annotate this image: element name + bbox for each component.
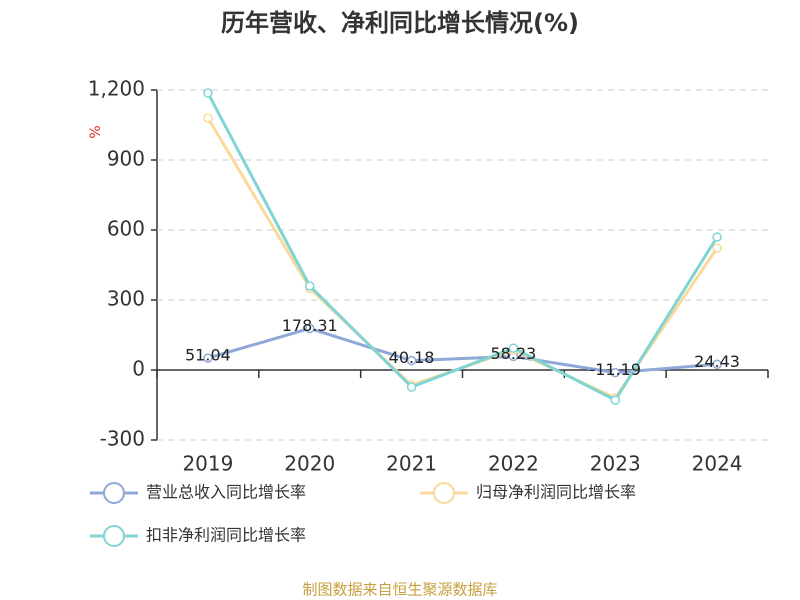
data-label: 58.23 — [491, 344, 537, 363]
chart-title: 历年营收、净利同比增长情况(%) — [221, 9, 579, 37]
y-tick-label: 300 — [107, 287, 145, 311]
data-label: 24.43 — [694, 352, 740, 371]
series-line — [206, 117, 719, 400]
x-tick-label: 2020 — [284, 452, 335, 476]
source-note: 制图数据来自恒生聚源数据库 — [302, 581, 497, 599]
point — [203, 353, 213, 363]
x-tick-label: 2022 — [488, 452, 539, 476]
point — [610, 367, 620, 378]
legend-marker — [103, 525, 125, 547]
y-unit: % — [88, 125, 104, 138]
y-tick-label: 900 — [107, 147, 145, 171]
legend-marker — [433, 482, 455, 504]
point — [406, 355, 417, 366]
y-tick-label: 600 — [107, 217, 145, 241]
data-label: -11.19 — [589, 360, 641, 379]
y-tick-label: 1,200 — [88, 77, 145, 101]
legend-label: 扣非净利润同比增长率 — [146, 526, 306, 545]
point — [712, 243, 722, 253]
x-tick-label: 2019 — [182, 452, 233, 476]
point — [305, 323, 315, 334]
data-label: 178.31 — [282, 316, 338, 335]
x-tick-label: 2021 — [386, 452, 437, 476]
point — [610, 395, 620, 405]
y-tick-label: 0 — [132, 357, 145, 381]
x-tick-label: 2024 — [692, 452, 743, 476]
point — [508, 343, 519, 353]
legend-marker — [103, 482, 125, 504]
point — [406, 382, 417, 392]
series-line — [206, 92, 719, 403]
point — [712, 359, 722, 370]
point — [203, 113, 213, 123]
data-label: 40.18 — [389, 348, 435, 367]
legend-label: 归母净利润同比增长率 — [476, 483, 636, 502]
point — [203, 88, 213, 98]
data-label: 51.04 — [185, 346, 231, 365]
point — [305, 281, 315, 291]
point — [712, 232, 722, 242]
x-tick-label: 2023 — [590, 452, 641, 476]
y-tick-label: -300 — [100, 427, 145, 451]
legend-label: 营业总收入同比增长率 — [146, 483, 306, 502]
